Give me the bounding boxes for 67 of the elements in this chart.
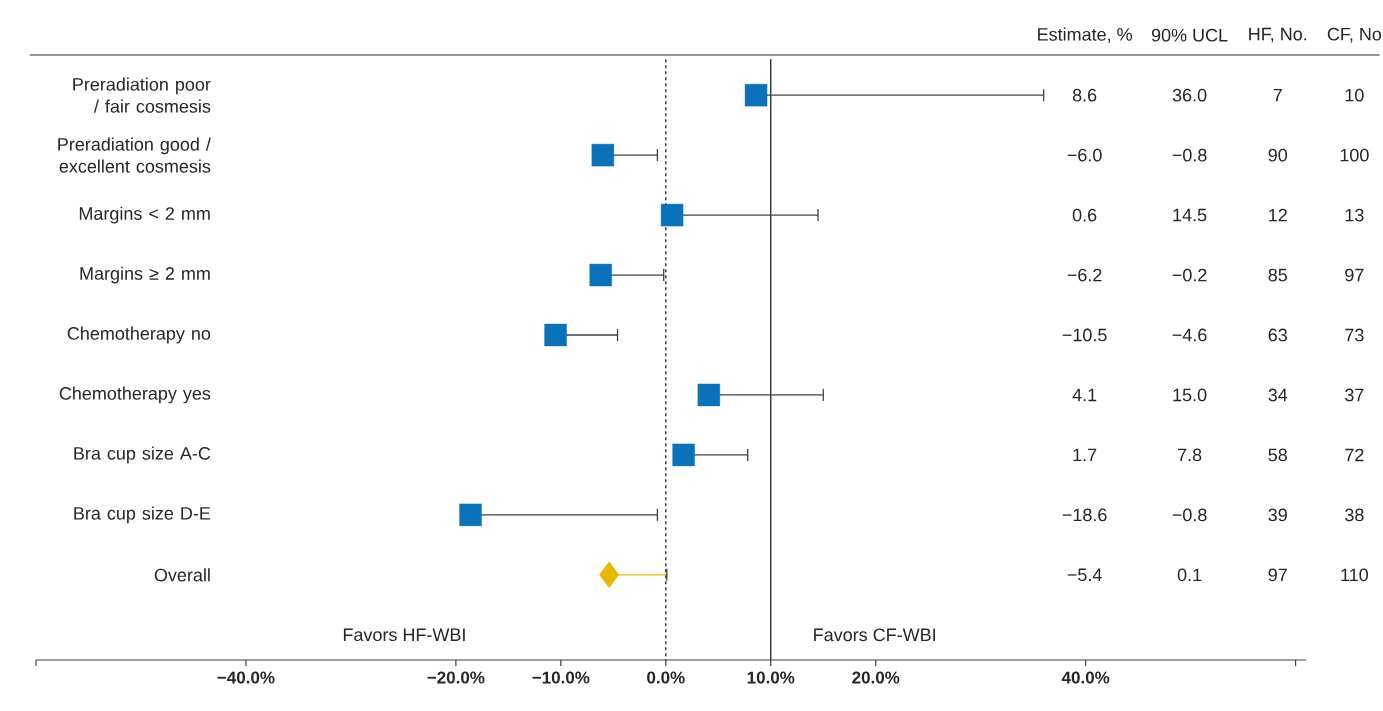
annotation: −0.8	[1172, 148, 1207, 162]
text: 72	[1345, 448, 1364, 462]
annotation: 0.6	[1072, 208, 1097, 222]
point	[544, 323, 567, 347]
annotation: 1.7	[1073, 448, 1097, 462]
text: CF, No	[1327, 27, 1382, 43]
annotation: −6.2	[1067, 268, 1102, 282]
x-tick-label: −10.0%	[532, 671, 590, 684]
annotation: 90	[1268, 148, 1288, 162]
point	[672, 443, 695, 467]
x-tick-label: 40.0%	[1061, 671, 1110, 684]
annotation: 85	[1268, 268, 1287, 282]
annotation: 14.5	[1173, 208, 1207, 222]
x-tick-label: −40.0%	[217, 671, 275, 684]
point	[459, 503, 482, 527]
point	[697, 383, 721, 407]
x-tick-label: 10.0%	[747, 671, 795, 684]
y-tick-label: Bra cup size A-C	[74, 446, 211, 464]
text: 38	[1345, 508, 1364, 522]
y-tick-label: Overall	[154, 568, 210, 582]
y-tick-label: Preradiation good / excellent cosmesis	[58, 137, 211, 173]
annotation: −10.5	[1062, 328, 1107, 342]
x-tick-label: 20.0%	[852, 671, 900, 684]
annotation: −0.2	[1172, 268, 1207, 282]
y-tick-label: Preradiation poor / fair cosmesis	[73, 77, 211, 113]
annotation: 63	[1268, 328, 1287, 342]
annotation: 15.0	[1173, 388, 1207, 402]
y-tick-label: Chemotherapy no	[67, 326, 211, 344]
text: Estimate, %	[1038, 27, 1132, 43]
y-tick-label: Bra cup size D-E	[74, 506, 211, 524]
annotation: 8.6	[1072, 88, 1097, 102]
annotation: 0.1	[1177, 568, 1202, 582]
annotation: 39	[1268, 508, 1287, 522]
point	[744, 83, 768, 107]
annotation: 7.8	[1177, 448, 1202, 462]
x-tick-label: −20.0%	[427, 671, 485, 684]
annotation: −4.6	[1172, 328, 1207, 342]
text: 73	[1345, 328, 1364, 342]
annotation: 97	[1268, 568, 1287, 582]
annotation: 12	[1269, 208, 1287, 222]
point	[599, 561, 620, 589]
text: 37	[1345, 388, 1364, 402]
text: 97	[1345, 268, 1364, 282]
text: 100	[1340, 148, 1369, 162]
y-tick-label: Margins < 2 mm	[79, 206, 210, 224]
annotation: 7	[1273, 88, 1282, 102]
annotation: 4.1	[1072, 388, 1097, 402]
point	[589, 263, 612, 287]
annotation: −0.8	[1172, 508, 1207, 522]
annotation: −5.4	[1067, 568, 1102, 582]
point	[660, 203, 684, 227]
text: HF, No.	[1249, 27, 1307, 43]
annotation: Favors CF-WBI	[814, 628, 935, 642]
text: 10	[1345, 88, 1364, 102]
annotation: 36.0	[1172, 88, 1207, 102]
y-tick-label: Margins ≥ 2 mm	[80, 266, 210, 284]
text: 90% UCL	[1151, 28, 1228, 42]
y-tick-label: Chemotherapy yes	[59, 386, 211, 404]
point	[591, 143, 615, 167]
annotation: 34	[1268, 388, 1288, 402]
annotation: Favors HF-WBI	[343, 628, 465, 642]
annotation: −6.0	[1067, 148, 1102, 162]
annotation: 58	[1268, 448, 1287, 462]
text: 110	[1341, 568, 1369, 582]
text: 13	[1345, 208, 1364, 222]
x-tick-label: 0.0%	[647, 671, 685, 684]
annotation: −18.6	[1062, 508, 1107, 522]
